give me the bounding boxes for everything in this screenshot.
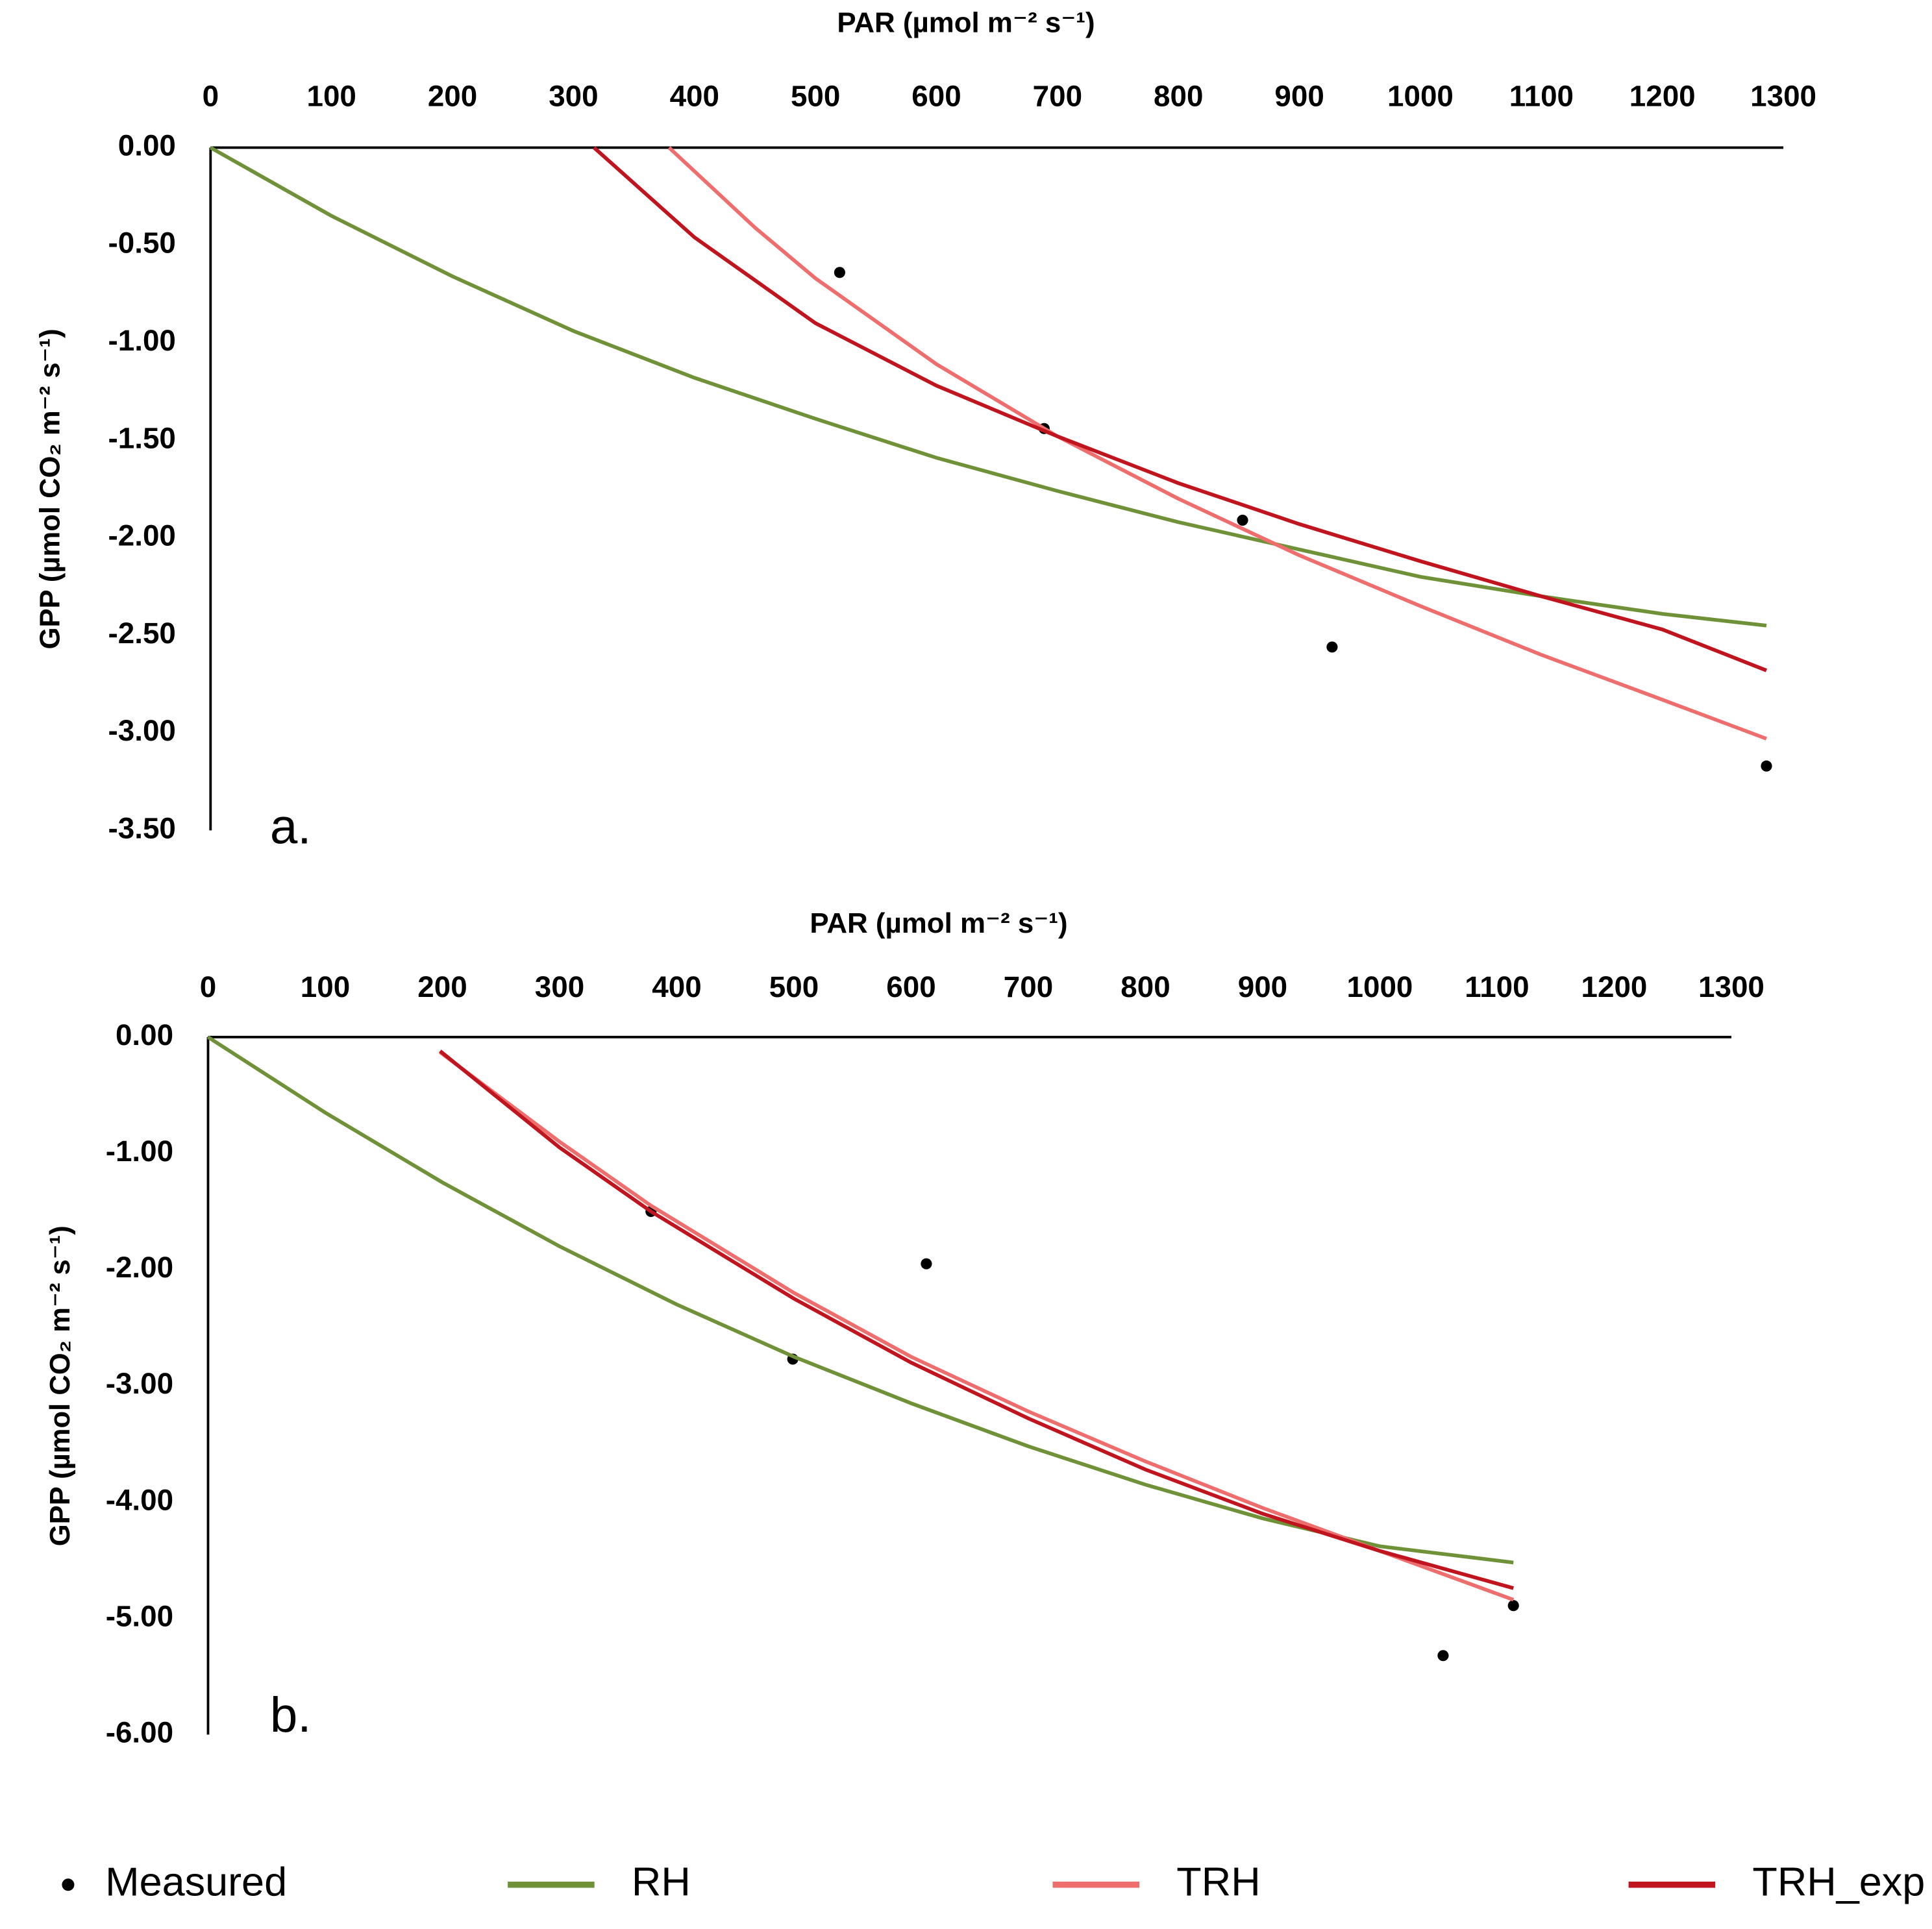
x-tick-label: 200 xyxy=(428,80,477,113)
x-tick-label: 600 xyxy=(911,80,961,113)
y-tick-label: -6.00 xyxy=(106,1716,173,1749)
x-tick-label: 500 xyxy=(769,970,819,1003)
y-tick-label: -1.00 xyxy=(108,324,176,357)
y-tick-label: -3.50 xyxy=(108,812,176,845)
measured-point xyxy=(1237,514,1248,526)
fit-line xyxy=(439,1050,1515,1590)
measured-point xyxy=(921,1258,932,1270)
legend-label: RH xyxy=(632,1859,691,1904)
x-tick-label: 100 xyxy=(306,80,356,113)
x-tick-label: 1200 xyxy=(1629,80,1696,113)
x-tick-label: 1000 xyxy=(1387,80,1454,113)
y-axis-title: GPP (µmol CO₂ m⁻² s⁻¹) xyxy=(34,328,66,649)
x-tick-label: 1200 xyxy=(1581,970,1648,1003)
fit-line xyxy=(439,1050,1515,1602)
x-tick-label: 500 xyxy=(791,80,840,113)
x-tick-label: 700 xyxy=(1033,80,1082,113)
panel-label: b. xyxy=(270,1688,312,1743)
x-tick-label: 300 xyxy=(549,80,598,113)
legend-label: Measured xyxy=(105,1859,287,1904)
fit-line xyxy=(209,145,1767,628)
y-tick-label: -2.50 xyxy=(108,617,176,650)
x-tick-label: 200 xyxy=(417,970,467,1003)
y-tick-label: -5.00 xyxy=(106,1600,173,1633)
y-tick-label: -2.00 xyxy=(106,1251,173,1284)
fit-line xyxy=(206,1035,1514,1565)
x-tick-label: 900 xyxy=(1238,970,1287,1003)
measured-point xyxy=(1437,1650,1449,1662)
y-tick-label: -2.00 xyxy=(108,519,176,552)
measured-point xyxy=(834,267,845,278)
measured-point xyxy=(1761,760,1772,772)
x-tick-label: 800 xyxy=(1154,80,1203,113)
x-tick-label: 1000 xyxy=(1347,970,1413,1003)
legend-marker xyxy=(62,1878,75,1891)
legend-label: TRH_exp xyxy=(1752,1859,1925,1904)
x-tick-label: 1100 xyxy=(1465,970,1529,1003)
y-tick-label: -3.00 xyxy=(108,714,176,747)
x-tick-label: 600 xyxy=(886,970,935,1003)
x-tick-label: 800 xyxy=(1121,970,1170,1003)
x-tick-label: 400 xyxy=(652,970,701,1003)
y-tick-label: 0.00 xyxy=(118,129,176,162)
x-axis-title: PAR (µmol m⁻² s⁻¹) xyxy=(837,7,1095,39)
y-tick-label: 0.00 xyxy=(116,1018,173,1051)
x-tick-label: 100 xyxy=(301,970,350,1003)
fit-line xyxy=(667,146,1767,741)
x-tick-label: 900 xyxy=(1274,80,1324,113)
y-tick-label: -1.00 xyxy=(106,1135,173,1168)
measured-point xyxy=(1326,641,1338,653)
measured-point xyxy=(1507,1600,1519,1612)
y-tick-label: -1.50 xyxy=(108,421,176,454)
y-tick-label: -4.00 xyxy=(106,1483,173,1516)
x-tick-label: 700 xyxy=(1004,970,1053,1003)
x-tick-label: 400 xyxy=(670,80,719,113)
x-tick-label: 1100 xyxy=(1509,80,1574,113)
y-axis-title: GPP (µmol CO₂ m⁻² s⁻¹) xyxy=(44,1225,76,1546)
y-tick-label: -0.50 xyxy=(108,227,176,260)
x-tick-label: 300 xyxy=(535,970,584,1003)
legend-label: TRH xyxy=(1176,1859,1260,1904)
panel-label: a. xyxy=(270,800,312,855)
x-tick-label: 0 xyxy=(203,80,219,113)
y-tick-label: -3.00 xyxy=(106,1367,173,1400)
x-tick-label: 1300 xyxy=(1698,970,1765,1003)
x-axis-title: PAR (µmol m⁻² s⁻¹) xyxy=(810,907,1067,939)
x-tick-label: 0 xyxy=(200,970,216,1003)
fit-line xyxy=(593,146,1768,672)
x-tick-label: 1300 xyxy=(1750,80,1816,113)
